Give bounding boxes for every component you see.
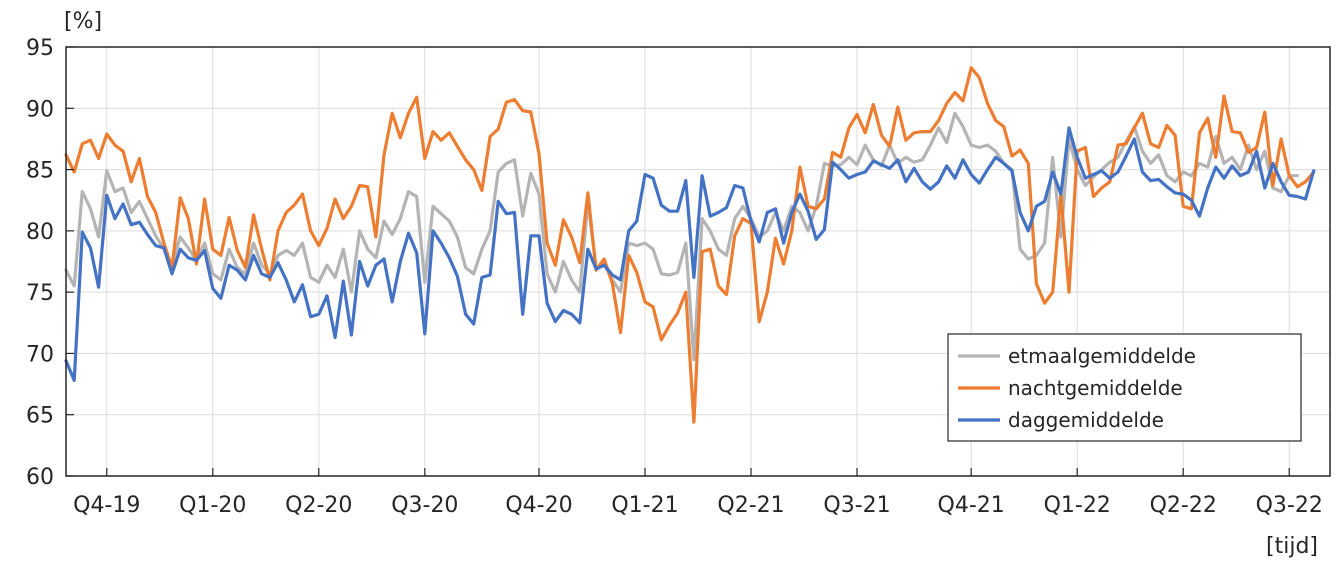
y-tick-label: 95: [26, 36, 54, 61]
legend-label-nachtgemiddelde: nachtgemiddelde: [1008, 376, 1183, 400]
y-axis-tick-labels: 60 65 70 75 80 85 90 95: [26, 36, 74, 490]
y-tick-label: 70: [26, 342, 54, 367]
x-tick-label: Q4-20: [505, 493, 572, 518]
y-tick-label: 65: [26, 404, 54, 429]
plot-area-frame: [65, 46, 1331, 477]
legend-label-daggemiddelde: daggemiddelde: [1008, 408, 1164, 432]
y-tick-label: 75: [26, 281, 54, 306]
legend-label-etmaalgemiddelde: etmaalgemiddelde: [1008, 344, 1196, 368]
x-tick-label: Q4-19: [73, 493, 140, 518]
x-tick-label: Q4-21: [938, 493, 1005, 518]
x-tick-label: Q3-20: [391, 493, 458, 518]
x-tick-label: Q2-20: [285, 493, 352, 518]
series-line-daggemiddelde: [64, 126, 1316, 382]
series-lines: [64, 66, 1316, 424]
x-tick-label: Q1-22: [1044, 493, 1111, 518]
x-tick-label: Q2-22: [1150, 493, 1217, 518]
y-axis-label: [%]: [64, 9, 102, 34]
x-axis-label: [tijd]: [1266, 534, 1318, 559]
series-line-nachtgemiddelde: [64, 66, 1316, 424]
legend: etmaalgemiddelde nachtgemiddelde daggemidd…: [947, 333, 1302, 442]
y-tick-label: 90: [26, 97, 54, 122]
y-tick-label: 60: [26, 465, 54, 490]
x-tick-label: Q3-21: [823, 493, 890, 518]
y-tick-label: 80: [26, 220, 54, 245]
x-axis-tick-labels: Q4-19 Q1-20 Q2-20 Q3-20 Q4-20 Q1-21 Q2-21 Q3-21…: [73, 468, 1323, 518]
x-tick-label: Q3-22: [1256, 493, 1323, 518]
y-tick-label: 85: [26, 159, 54, 184]
x-tick-label: Q1-20: [179, 493, 246, 518]
x-tick-label: Q2-21: [717, 493, 784, 518]
x-tick-label: Q1-21: [611, 493, 678, 518]
legend-box: [947, 333, 1302, 442]
